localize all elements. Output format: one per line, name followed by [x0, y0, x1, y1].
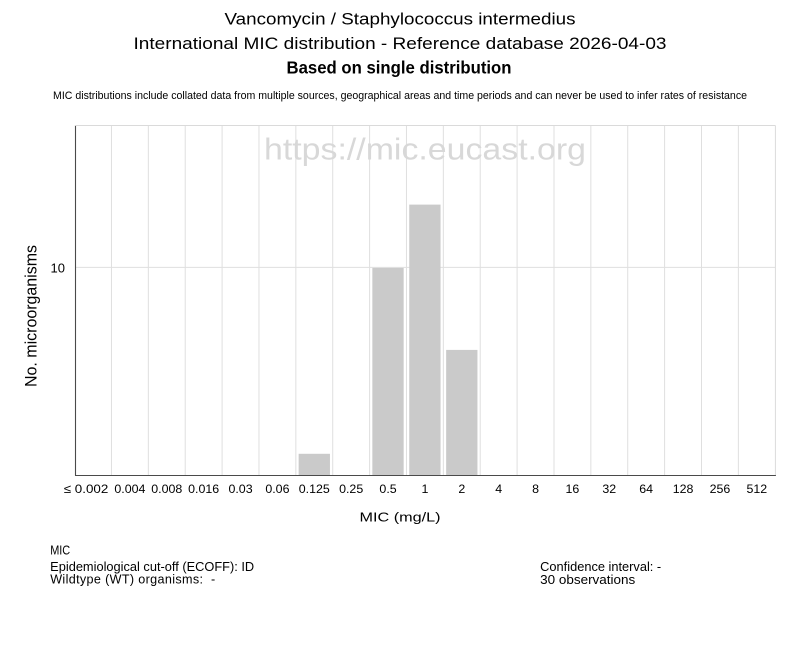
svg-text:MIC: MIC [50, 543, 70, 557]
svg-text:32: 32 [602, 482, 616, 496]
svg-text:16: 16 [566, 482, 580, 496]
svg-text:Vancomycin / Staphylococcus in: Vancomycin / Staphylococcus intermedius [225, 10, 576, 29]
svg-text:MIC distributions include coll: MIC distributions include collated data … [53, 90, 747, 102]
svg-text:10: 10 [51, 260, 65, 275]
svg-text:4: 4 [495, 482, 502, 496]
svg-text:0.5: 0.5 [379, 482, 396, 496]
svg-text:Wildtype (WT) organisms: -: Wildtype (WT) organisms: - [50, 572, 215, 586]
svg-text:https://mic.eucast.org: https://mic.eucast.org [264, 133, 586, 167]
svg-text:64: 64 [639, 482, 653, 496]
svg-text:≤ 0.002: ≤ 0.002 [64, 482, 109, 496]
svg-text:0.06: 0.06 [265, 482, 289, 496]
svg-text:2: 2 [458, 482, 465, 496]
svg-text:0.004: 0.004 [114, 482, 145, 496]
svg-text:MIC (mg/L): MIC (mg/L) [360, 511, 441, 525]
svg-text:0.016: 0.016 [188, 482, 219, 496]
svg-text:256: 256 [710, 482, 731, 496]
svg-text:Epidemiological cut-off (ECOFF: Epidemiological cut-off (ECOFF): ID [50, 560, 254, 574]
svg-text:Confidence interval: -: Confidence interval: - [540, 560, 661, 574]
svg-text:Based on single distribution: Based on single distribution [287, 58, 512, 78]
svg-text:No. microorganisms: No. microorganisms [22, 245, 41, 387]
svg-text:0.03: 0.03 [228, 482, 252, 496]
svg-text:0.25: 0.25 [339, 482, 363, 496]
svg-text:512: 512 [746, 482, 767, 496]
svg-text:0.125: 0.125 [299, 482, 330, 496]
svg-text:30 observations: 30 observations [540, 573, 635, 587]
svg-text:0.008: 0.008 [151, 482, 182, 496]
svg-text:1: 1 [421, 482, 428, 496]
svg-text:128: 128 [673, 482, 694, 496]
svg-text:8: 8 [532, 482, 539, 496]
svg-text:International MIC distribution: International MIC distribution - Referen… [134, 34, 667, 53]
